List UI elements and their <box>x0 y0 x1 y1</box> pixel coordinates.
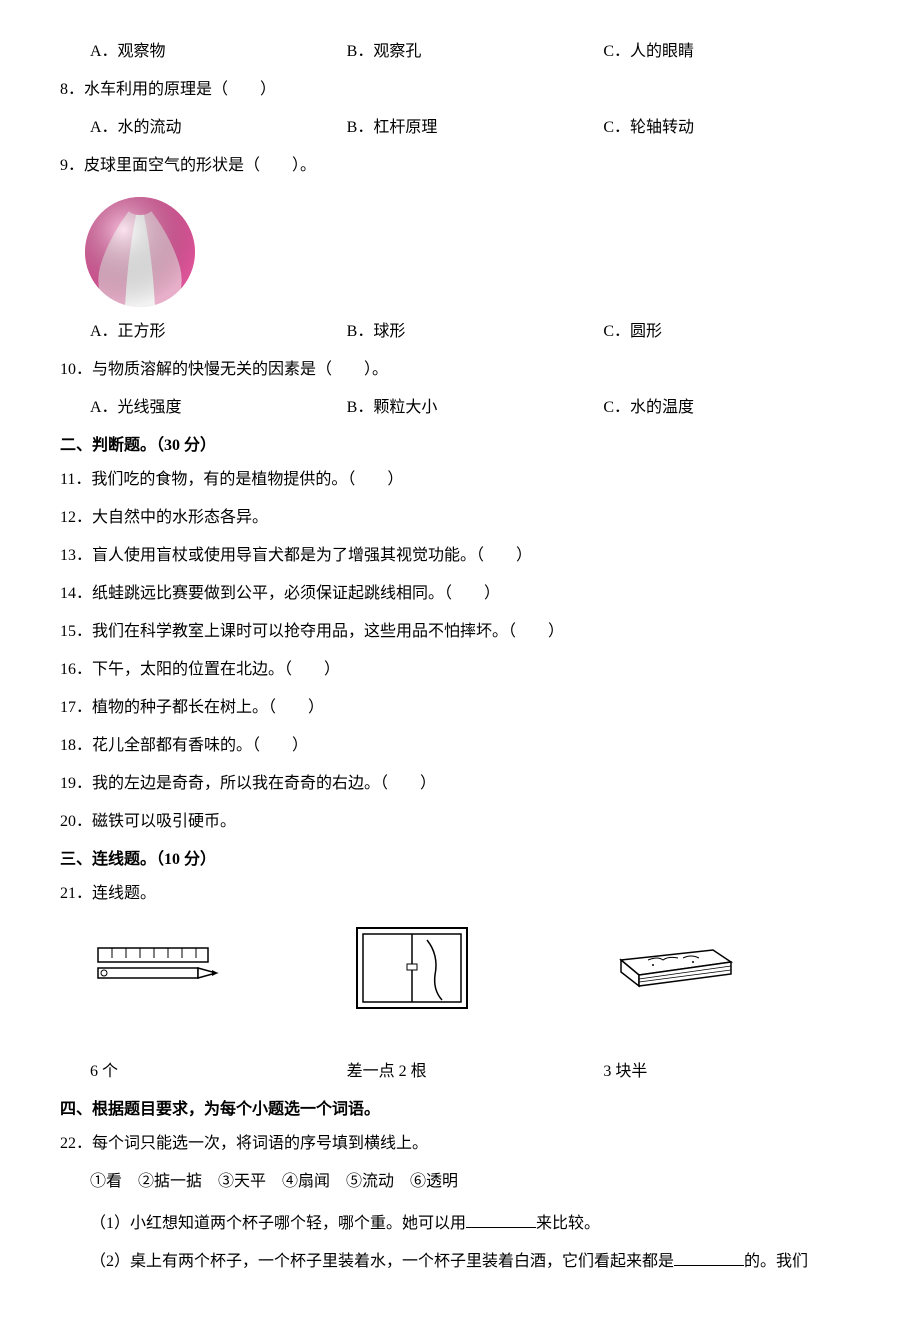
q22-sub1: （1）小红想知道两个杯子哪个轻，哪个重。她可以用 来比较。 <box>60 1212 860 1236</box>
q8-opt-b: B．杠杆原理 <box>347 116 604 140</box>
match-labels: 6 个 差一点 2 根 3 块半 <box>60 1060 860 1084</box>
q22-sub1-pre: （1）小红想知道两个杯子哪个轻，哪个重。她可以用 <box>90 1215 466 1232</box>
q7-opt-a: A．观察物 <box>90 40 347 64</box>
match-img-books <box>603 920 860 1020</box>
q9-opt-a: A．正方形 <box>90 320 347 344</box>
q22-stem: 22．每个词只能选一次，将词语的序号填到横线上。 <box>60 1132 860 1156</box>
q8-opt-c: C．轮轴转动 <box>603 116 860 140</box>
beach-ball-image <box>80 192 200 312</box>
q22-sub2-pre: （2）桌上有两个杯子，一个杯子里装着水，一个杯子里装着白酒，它们看起来都是 <box>90 1253 674 1270</box>
q10-opt-a: A．光线强度 <box>90 396 347 420</box>
q13: 13．盲人使用盲杖或使用导盲犬都是为了增强其视觉功能。（ ） <box>60 544 860 568</box>
q16: 16．下午，太阳的位置在北边。（ ） <box>60 658 860 682</box>
q20: 20．磁铁可以吸引硬币。 <box>60 810 860 834</box>
q9-opt-c: C．圆形 <box>603 320 860 344</box>
q10-opt-c: C．水的温度 <box>603 396 860 420</box>
match-label-b: 差一点 2 根 <box>347 1060 604 1084</box>
q10-options: A．光线强度 B．颗粒大小 C．水的温度 <box>60 396 860 420</box>
section-3-heading: 三、连线题。（10 分） <box>60 848 860 872</box>
q17: 17．植物的种子都长在树上。（ ） <box>60 696 860 720</box>
q15: 15．我们在科学教室上课时可以抢夺用品，这些用品不怕摔坏。（ ） <box>60 620 860 644</box>
q7-opt-c: C．人的眼睛 <box>603 40 860 64</box>
q22-sub1-post: 来比较。 <box>536 1215 600 1232</box>
section-2-heading: 二、判断题。（30 分） <box>60 434 860 458</box>
q22-sub2: （2）桌上有两个杯子，一个杯子里装着水，一个杯子里装着白酒，它们看起来都是 的。我… <box>60 1250 860 1274</box>
q8-stem: 8．水车利用的原理是（ ） <box>60 78 860 102</box>
q10-opt-b: B．颗粒大小 <box>347 396 604 420</box>
q7-opt-b: B．观察孔 <box>347 40 604 64</box>
q9-options: A．正方形 B．球形 C．圆形 <box>60 320 860 344</box>
q22-sub1-blank <box>466 1212 536 1228</box>
q10-stem: 10．与物质溶解的快慢无关的因素是（ ）。 <box>60 358 860 382</box>
q22-sub2-blank <box>674 1250 744 1266</box>
q21: 21．连线题。 <box>60 882 860 906</box>
q9-opt-b: B．球形 <box>347 320 604 344</box>
q22-sub2-post: 的。我们 <box>744 1253 808 1270</box>
match-images <box>60 920 860 1020</box>
q22-words: ①看 ②掂一掂 ③天平 ④扇闻 ⑤流动 ⑥透明 <box>60 1170 860 1194</box>
match-label-c: 3 块半 <box>603 1060 860 1084</box>
match-img-ruler-pencil <box>90 920 347 1020</box>
section-4-heading: 四、根据题目要求，为每个小题选一个词语。 <box>60 1098 860 1122</box>
q9-stem: 9．皮球里面空气的形状是（ ）。 <box>60 154 860 178</box>
q8-options: A．水的流动 B．杠杆原理 C．轮轴转动 <box>60 116 860 140</box>
match-img-window <box>347 920 604 1020</box>
q8-opt-a: A．水的流动 <box>90 116 347 140</box>
q19: 19．我的左边是奇奇，所以我在奇奇的右边。（ ） <box>60 772 860 796</box>
q12: 12．大自然中的水形态各异。 <box>60 506 860 530</box>
q18: 18．花儿全部都有香味的。（ ） <box>60 734 860 758</box>
q11: 11．我们吃的食物，有的是植物提供的。（ ） <box>60 468 860 492</box>
q14: 14．纸蛙跳远比赛要做到公平，必须保证起跳线相同。（ ） <box>60 582 860 606</box>
q7-options: A．观察物 B．观察孔 C．人的眼睛 <box>60 40 860 64</box>
match-label-a: 6 个 <box>90 1060 347 1084</box>
